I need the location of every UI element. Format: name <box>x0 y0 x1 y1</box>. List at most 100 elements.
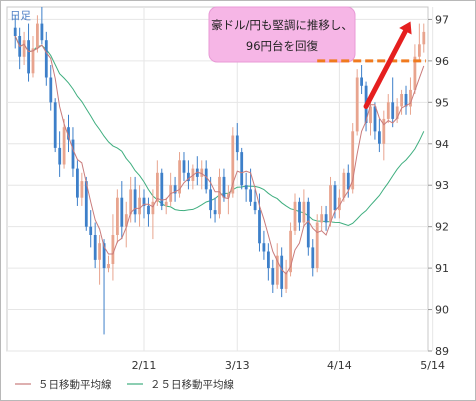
candle-down <box>360 77 363 86</box>
x-tick-label: 2/11 <box>132 359 157 372</box>
candle-up <box>355 77 359 132</box>
candle-down <box>44 40 48 78</box>
candle-up <box>80 181 84 198</box>
y-tick-label: 93 <box>435 179 449 192</box>
legend-sma5-label: ５日移動平均線 <box>38 378 112 391</box>
candle-up <box>111 235 115 264</box>
candle-up <box>422 31 426 45</box>
candle-down <box>84 181 88 227</box>
candle-down <box>27 40 30 74</box>
candle-down <box>102 243 106 269</box>
candle-down <box>324 214 328 223</box>
candle-down <box>333 185 337 211</box>
candle-up <box>156 172 159 202</box>
candle-down <box>373 106 377 132</box>
candle-up <box>138 197 141 215</box>
candle-down <box>53 102 57 148</box>
candle-down <box>76 168 79 198</box>
candle-layer <box>13 7 426 335</box>
candle-down <box>187 172 190 182</box>
callout-line-2: 96円台を回復 <box>246 39 319 53</box>
candle-up <box>231 135 235 194</box>
candle-up <box>284 272 288 289</box>
y-tick-label: 90 <box>435 304 449 317</box>
candle-down <box>244 185 248 190</box>
candle-down <box>160 172 164 206</box>
candle-up <box>418 44 421 57</box>
candle-down <box>71 139 75 169</box>
candle-up <box>400 94 403 107</box>
candle-down <box>262 243 266 252</box>
candle-down <box>120 197 124 227</box>
y-tick-label: 92 <box>435 221 449 234</box>
candle-up <box>382 118 386 144</box>
y-tick-label: 95 <box>435 96 449 109</box>
y-tick-label: 94 <box>435 138 449 151</box>
axis-layer: 89 90 91 92 93 94 95 96 97 2/11 3/13 4/14 5/14 <box>132 13 449 372</box>
candle-up <box>218 176 221 215</box>
candle-up <box>413 56 417 90</box>
candle-down <box>49 77 53 103</box>
sma5-layer <box>14 35 425 275</box>
candle-down <box>195 168 199 177</box>
candle-up <box>36 23 39 49</box>
candle-down <box>258 210 261 244</box>
candle-up <box>395 106 399 119</box>
candle-down <box>182 160 186 173</box>
candle-up <box>302 201 306 223</box>
candle-up <box>107 264 110 269</box>
candle-up <box>98 243 101 260</box>
candle-down <box>298 201 301 223</box>
candle-down <box>142 197 146 206</box>
callout-line-1: 豪ドル/円も堅調に推移し、 <box>211 18 353 32</box>
candle-down <box>249 189 252 202</box>
annotation-layer: 豪ドル/円も堅調に推移し、 96円台を回復 <box>208 6 426 109</box>
x-tick-label: 5/14 <box>420 359 445 372</box>
candle-up <box>124 214 128 227</box>
candle-down <box>133 189 137 215</box>
candle-down <box>58 147 62 165</box>
candle-down <box>280 255 284 289</box>
x-tick-label: 3/13 <box>225 359 250 372</box>
candle-up <box>409 89 412 107</box>
candle-up <box>200 168 204 177</box>
y-tick-label: 97 <box>435 13 449 26</box>
candle-down <box>271 268 275 285</box>
candle-up <box>164 201 168 206</box>
candle-up <box>129 189 133 215</box>
candle-up <box>293 201 297 231</box>
candle-down <box>378 131 381 144</box>
y-tick-label: 91 <box>435 262 449 275</box>
candle-down <box>89 226 93 235</box>
candle-up <box>320 214 324 223</box>
candle-up <box>386 102 390 119</box>
callout-box <box>208 6 356 63</box>
legend-sma25-label: ２５日移動平均線 <box>150 378 234 391</box>
candle-down <box>253 201 257 211</box>
candle-down <box>240 152 244 186</box>
candle-up <box>338 197 341 211</box>
candle-up <box>329 185 332 223</box>
candle-down <box>404 94 408 107</box>
trend-arrow-shaft <box>363 28 408 109</box>
candle-down <box>306 201 310 248</box>
candle-down <box>235 135 239 153</box>
candle-up <box>31 48 35 74</box>
candle-down <box>213 210 217 215</box>
trend-arrow-head <box>399 21 412 35</box>
legend: ５日移動平均線 ２５日移動平均線 <box>15 378 234 391</box>
candle-down <box>346 172 350 190</box>
candle-down <box>222 176 226 198</box>
candle-up <box>227 193 230 198</box>
candle-down <box>173 185 177 194</box>
candle-up <box>22 40 26 57</box>
candle-up <box>62 127 66 165</box>
candle-down <box>67 127 70 140</box>
candle-up <box>342 172 346 198</box>
candle-down <box>209 189 212 211</box>
candle-up <box>151 201 155 215</box>
candle-up <box>289 230 292 273</box>
candle-down <box>267 251 270 269</box>
